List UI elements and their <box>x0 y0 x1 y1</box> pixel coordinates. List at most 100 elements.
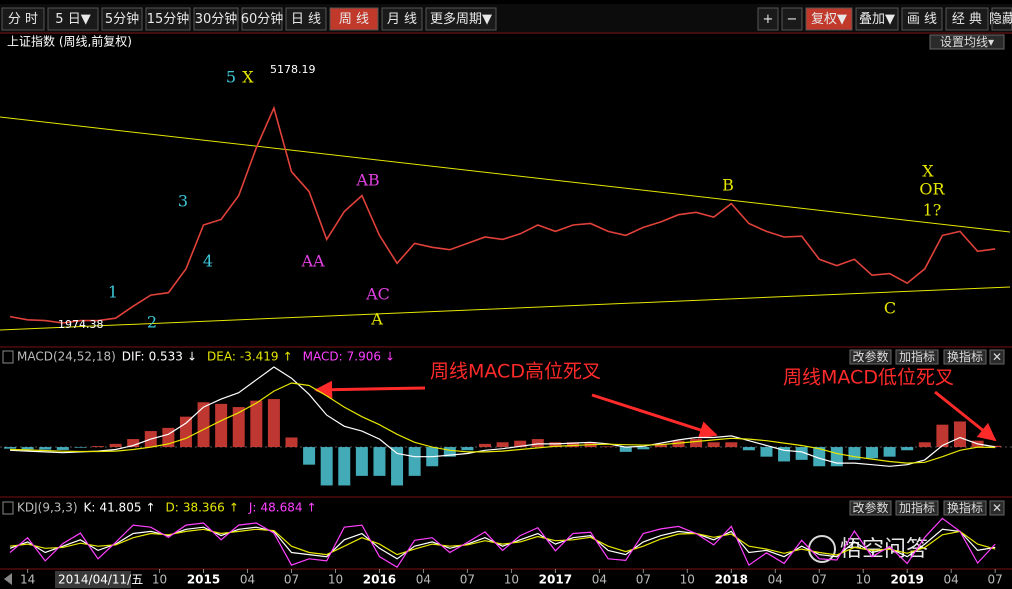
toolbar-button-label[interactable]: 30分钟 <box>195 11 238 27</box>
toolbar-button[interactable] <box>945 7 989 31</box>
arrow <box>934 390 997 442</box>
toolbar-button[interactable] <box>855 7 899 31</box>
settings-button-label[interactable]: 设置均线▾ <box>940 35 994 49</box>
help-icon[interactable] <box>2 350 14 364</box>
indicator-line <box>9 517 996 569</box>
x-tick-label: 10 <box>680 573 695 587</box>
toolbar-button[interactable] <box>285 7 327 31</box>
close-button-label[interactable]: ✕ <box>992 350 1002 364</box>
help-icon[interactable] <box>2 501 14 515</box>
toolbar-button[interactable] <box>145 7 191 31</box>
macd-bar <box>443 447 456 457</box>
macd-bar <box>109 443 122 448</box>
toolbar-button-label[interactable]: 5 日▼ <box>55 12 90 27</box>
toolbar-button-label[interactable]: 叠加▼ <box>859 12 895 27</box>
toolbar-button[interactable] <box>241 7 283 31</box>
toolbar-button-label[interactable]: + <box>763 12 774 27</box>
indicator-label: D: <box>166 501 179 515</box>
panel-button-label[interactable]: 加指标 <box>899 500 935 515</box>
toolbar-button-label[interactable]: 月 线 <box>387 12 417 27</box>
panel-button-label[interactable]: 换指标 <box>947 500 983 515</box>
toolbar-button[interactable] <box>101 7 143 31</box>
macd-bar <box>918 442 931 448</box>
indicator-label: DEA: <box>207 350 236 364</box>
macd-bar <box>953 421 966 448</box>
toolbar-button-label[interactable]: − <box>787 12 798 27</box>
chart-title: 上证指数 (周线,前复权) <box>7 34 132 49</box>
macd-bar <box>355 447 368 476</box>
macd-bar <box>866 447 879 459</box>
settings-button[interactable] <box>929 34 1005 50</box>
toolbar-button[interactable] <box>425 7 497 31</box>
macd-bar <box>619 447 632 452</box>
close-button[interactable] <box>989 349 1005 365</box>
macd-bar <box>197 402 210 448</box>
x-tick-label: 07 <box>284 573 299 587</box>
panel-button-label[interactable]: 换指标 <box>947 349 983 364</box>
close-button-label[interactable]: ✕ <box>992 501 1002 515</box>
panel-button-label[interactable]: 加指标 <box>899 349 935 364</box>
indicator-label: MACD: <box>303 350 343 364</box>
panel-button-label[interactable]: 改参数 <box>852 500 888 515</box>
close-button[interactable] <box>989 500 1005 516</box>
toolbar-button[interactable] <box>329 7 379 31</box>
macd-bar <box>760 447 773 457</box>
toolbar-button-label[interactable]: 周 线 <box>339 12 369 27</box>
x-tick-label: 04 <box>768 573 783 587</box>
wave-label: 2 <box>147 313 157 332</box>
panel-button[interactable] <box>849 349 892 365</box>
panel-button[interactable] <box>895 349 939 365</box>
toolbar-button-label[interactable]: 分 时 <box>8 12 38 27</box>
toolbar-button-label[interactable]: 60分钟 <box>241 11 284 27</box>
toolbar-button[interactable] <box>381 7 423 31</box>
indicator-title: KDJ(9,3,3) <box>17 501 78 515</box>
cursor-date: 2014/04/11/五 <box>58 573 143 587</box>
macd-bar <box>179 416 192 448</box>
toolbar-button[interactable] <box>781 7 803 31</box>
panel-button[interactable] <box>943 500 987 516</box>
panel-button[interactable] <box>895 500 939 516</box>
wave-label: X <box>242 68 254 87</box>
x-tick-label: 07 <box>812 573 827 587</box>
wave-label: 3 <box>178 192 188 211</box>
wave-label: X <box>922 162 934 181</box>
toolbar-button[interactable] <box>757 7 779 31</box>
macd-bar <box>549 442 562 448</box>
scroll-left[interactable] <box>4 573 12 585</box>
high-label: 5178.19 <box>270 63 316 76</box>
toolbar-button-label[interactable]: 5分钟 <box>105 11 139 27</box>
toolbar-button-label[interactable]: 更多周期▼ <box>430 11 492 27</box>
toolbar-button[interactable] <box>193 7 239 31</box>
toolbar-button[interactable] <box>47 7 99 31</box>
indicator-value: 7.906 <box>347 350 381 364</box>
panel-button[interactable] <box>943 349 987 365</box>
toolbar-button-label[interactable]: 隐藏 <box>989 12 1012 27</box>
indicator-value: 38.366 <box>183 501 225 515</box>
x-tick-label: 07 <box>460 573 475 587</box>
cursor-date-box <box>55 571 131 588</box>
x-tick-label: 2019 <box>891 573 924 587</box>
panel-button[interactable] <box>849 500 892 516</box>
panel-button-label[interactable]: 改参数 <box>852 349 888 364</box>
macd-bar <box>267 399 280 448</box>
toolbar-button-label[interactable]: 复权▼ <box>811 11 847 27</box>
wave-label: C <box>884 299 896 318</box>
toolbar-button-label[interactable]: 画 线 <box>907 12 937 27</box>
x-tick-label: 14 <box>20 573 35 587</box>
indicator-arrow: ↑ <box>306 501 316 515</box>
toolbar-button[interactable] <box>1 7 45 31</box>
toolbar-button-label[interactable]: 经 典 <box>952 12 982 27</box>
toolbar-button[interactable] <box>901 7 943 31</box>
toolbar-button-label[interactable]: 15分钟 <box>147 11 190 27</box>
indicator-arrow: ↑ <box>229 501 239 515</box>
indicator-title: MACD(24,52,18) <box>17 350 116 364</box>
toolbar-button[interactable] <box>805 7 853 31</box>
macd-bar <box>408 447 421 476</box>
toolbar-button[interactable] <box>991 7 1012 31</box>
macd-bar <box>742 447 755 451</box>
wave-label: 1 <box>108 283 118 302</box>
toolbar-button-label[interactable]: 日 线 <box>291 12 321 27</box>
x-tick-label: 04 <box>944 573 959 587</box>
macd-bar <box>830 447 843 467</box>
